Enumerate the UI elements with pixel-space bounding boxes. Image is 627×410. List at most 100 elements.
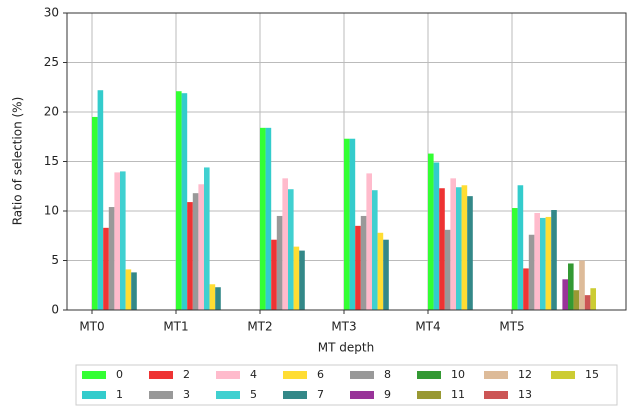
y-tick-label: 5 xyxy=(51,253,59,267)
legend-swatch xyxy=(417,371,441,379)
legend-label: 7 xyxy=(317,388,324,401)
legend-label: 13 xyxy=(518,388,532,401)
bar xyxy=(176,91,182,311)
bar xyxy=(540,217,546,310)
bar xyxy=(428,153,434,310)
legend-label: 6 xyxy=(317,368,324,381)
legend-label: 8 xyxy=(384,368,391,381)
legend-label: 11 xyxy=(451,388,465,401)
bar xyxy=(439,188,445,310)
bar xyxy=(461,185,468,310)
bar xyxy=(92,116,98,310)
bar xyxy=(198,184,204,310)
bar xyxy=(590,288,596,310)
legend-swatch xyxy=(283,391,307,399)
bar xyxy=(271,239,277,310)
bar xyxy=(299,250,305,310)
bar xyxy=(456,187,462,310)
bar xyxy=(97,90,104,310)
bar xyxy=(534,212,540,310)
bar xyxy=(433,162,440,310)
bar xyxy=(450,178,456,310)
bar xyxy=(344,138,350,310)
legend-label: 12 xyxy=(518,368,532,381)
bar xyxy=(528,234,535,310)
legend-swatch xyxy=(350,391,374,399)
bar xyxy=(282,178,288,310)
legend-label: 2 xyxy=(183,368,190,381)
bar xyxy=(204,167,210,310)
bar xyxy=(467,196,473,310)
bar xyxy=(562,279,568,310)
bar xyxy=(355,225,361,310)
x-tick-label: MT1 xyxy=(163,320,188,334)
legend-swatch xyxy=(484,371,508,379)
legend-swatch xyxy=(350,371,374,379)
y-tick-label: 0 xyxy=(51,303,59,317)
legend-label: 15 xyxy=(585,368,599,381)
bar xyxy=(584,295,591,310)
legend-swatch xyxy=(417,391,441,399)
legend-label: 0 xyxy=(116,368,123,381)
bar xyxy=(120,171,126,310)
legend-label: 1 xyxy=(116,388,123,401)
y-tick-label: 20 xyxy=(44,105,59,119)
bar xyxy=(293,246,300,310)
legend-swatch xyxy=(82,371,106,379)
bar xyxy=(579,260,585,310)
bar xyxy=(265,127,272,310)
bar xyxy=(517,185,524,310)
bar xyxy=(444,229,451,310)
x-tick-label: MT5 xyxy=(499,320,524,334)
bar xyxy=(187,202,193,310)
bar xyxy=(108,207,115,310)
bar xyxy=(366,173,372,310)
bar xyxy=(512,208,518,310)
x-tick-label: MT0 xyxy=(79,320,104,334)
legend-swatch xyxy=(484,391,508,399)
legend-label: 4 xyxy=(250,368,257,381)
y-tick-label: 10 xyxy=(44,204,59,218)
bar xyxy=(551,210,557,310)
bar xyxy=(372,190,378,310)
bar xyxy=(349,138,356,310)
bar xyxy=(260,127,266,310)
legend-label: 5 xyxy=(250,388,257,401)
legend-swatch xyxy=(149,391,173,399)
bar xyxy=(573,290,580,310)
bar xyxy=(545,216,552,310)
bar xyxy=(360,215,367,310)
y-axis-label: Ratio of selection (%) xyxy=(11,97,25,226)
y-tick-label: 30 xyxy=(44,6,59,20)
bar xyxy=(114,172,120,310)
legend-label: 10 xyxy=(451,368,465,381)
legend-swatch xyxy=(149,371,173,379)
bar xyxy=(125,269,132,310)
bar xyxy=(209,284,216,310)
bar xyxy=(276,215,283,310)
legend-swatch xyxy=(283,371,307,379)
bar xyxy=(103,227,109,310)
legend-swatch xyxy=(216,391,240,399)
x-tick-label: MT2 xyxy=(247,320,272,334)
bar xyxy=(181,93,188,310)
x-axis-label: MT depth xyxy=(318,341,374,355)
x-tick-label: MT3 xyxy=(331,320,356,334)
legend-swatch xyxy=(82,391,106,399)
legend-swatch xyxy=(216,371,240,379)
bar xyxy=(568,263,574,310)
x-tick-label: MT4 xyxy=(415,320,440,334)
legend-label: 3 xyxy=(183,388,190,401)
bar xyxy=(383,239,389,310)
legend-swatch xyxy=(551,371,575,379)
legend-label: 9 xyxy=(384,388,391,401)
bar xyxy=(131,272,137,310)
plot-frame xyxy=(66,12,627,311)
bar xyxy=(215,287,221,310)
y-tick-label: 15 xyxy=(44,154,59,168)
bar xyxy=(523,268,529,310)
bar xyxy=(192,193,199,310)
y-tick-label: 25 xyxy=(44,55,59,69)
